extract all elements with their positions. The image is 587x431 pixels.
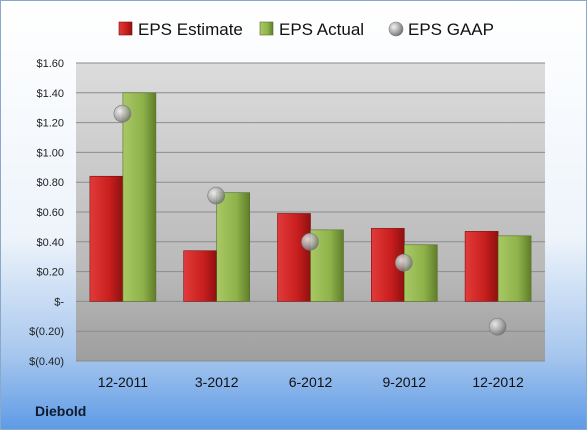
actual-bar [216,192,250,302]
estimate-bar [277,213,311,302]
x-tick-label: 12-2012 [472,374,524,390]
legend-swatch-estimate [118,21,133,36]
legend-label: EPS Estimate [138,20,243,39]
actual-bar [403,244,438,302]
gaap-marker [207,186,225,205]
y-tick-label: $1.60 [36,58,64,70]
y-tick-label: $1.20 [36,118,64,130]
y-tick-label: $0.80 [36,177,64,189]
x-tick-label: 12-2011 [98,374,149,390]
y-tick-label: $1.00 [36,147,64,159]
x-tick-label: 6-2012 [289,374,333,390]
legend-label: EPS GAAP [408,20,494,39]
actual-bar [122,92,157,302]
legend-label: EPS Actual [279,20,364,39]
y-tick-label: $1.40 [36,88,64,100]
x-tick-label: 3-2012 [195,374,239,390]
gaap-marker [113,104,132,123]
y-tick-label: $(0.40) [29,356,64,368]
y-axis: $(0.40) $(0.20) $- $0.20 $0.40 $0.60 $0.80 $1.0… [29,58,64,368]
bars [89,92,532,302]
legend-swatch-actual [259,21,274,36]
gaap-marker [394,253,413,272]
actual-bar [310,229,344,302]
gaap-marker [301,233,319,251]
y-tick-label: $0.60 [36,207,64,219]
gaap-markers [113,104,507,336]
legend: EPS Estimate EPS Actual EPS GAAP [118,20,494,39]
estimate-bar [89,175,124,302]
estimate-bar [464,231,499,302]
estimate-bar [183,250,217,302]
actual-bar [497,235,532,302]
x-axis: 12-2011 3-2012 6-2012 9-2012 12-2012 [98,374,524,390]
y-tick-label: $- [54,296,64,308]
legend-swatch-gaap [388,21,404,37]
y-tick-label: $0.40 [36,237,64,249]
gaap-marker [488,317,507,336]
x-tick-label: 9-2012 [383,374,427,390]
y-tick-label: $0.20 [36,267,64,279]
company-name: Diebold [35,403,87,419]
y-tick-label: $(0.20) [29,326,64,338]
